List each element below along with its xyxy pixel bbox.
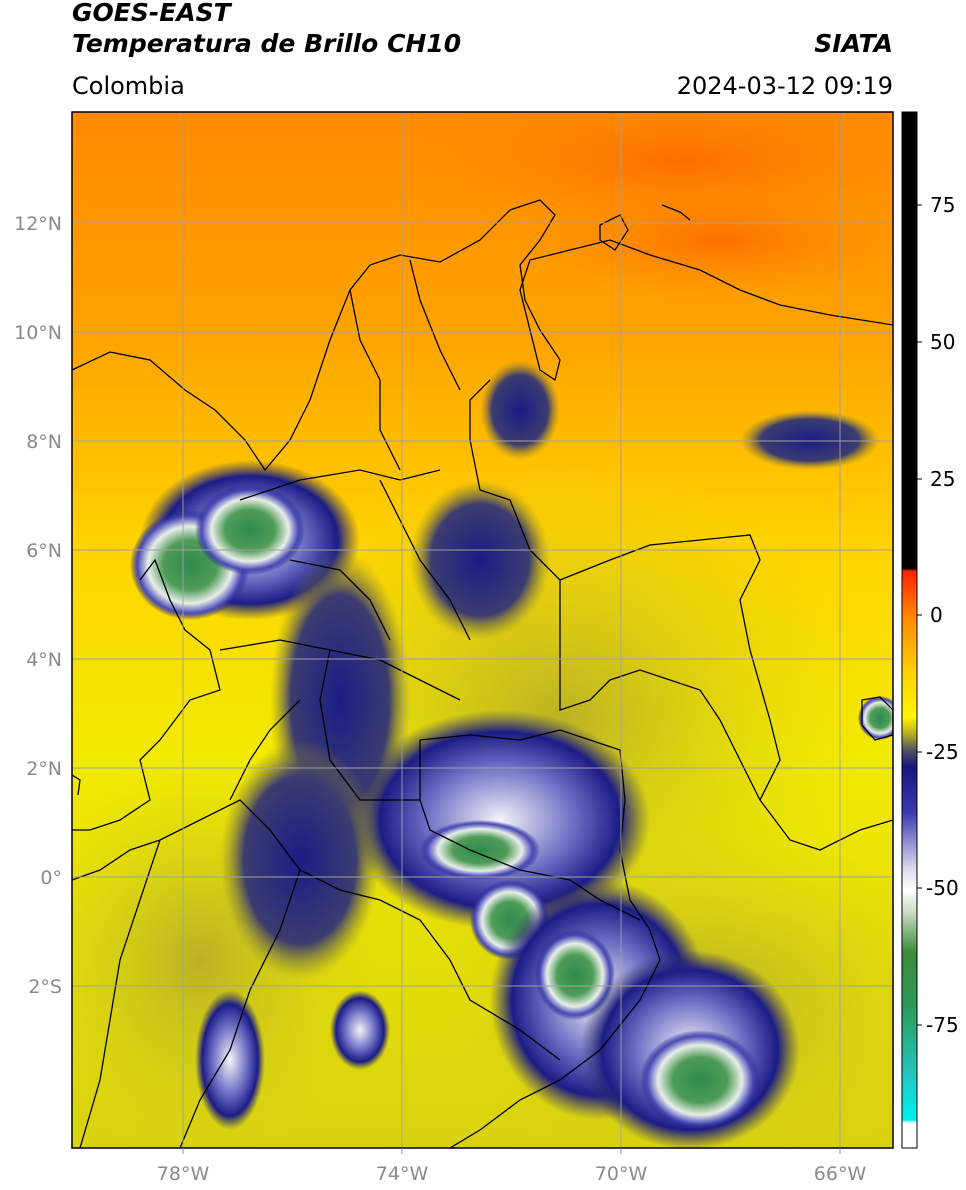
colorbar-ramp: [902, 112, 917, 1148]
lat-label-10n: 10°N: [14, 322, 62, 344]
colorbar-frame: [901, 111, 918, 1149]
colorbar-label-50: 50: [930, 330, 955, 354]
lon-label-66w: 66°W: [814, 1163, 867, 1185]
datetime-label: 2024-03-12 09:19: [676, 72, 893, 100]
graticule: [72, 112, 893, 1148]
lat-label-0: 0°: [40, 867, 62, 889]
lon-axis: 78°W 74°W 70°W 66°W: [157, 1148, 867, 1185]
lat-label-2n: 2°N: [26, 758, 62, 780]
lon-label-74w: 74°W: [376, 1163, 429, 1185]
coastline-borders: [72, 199, 893, 1148]
colorbar-label-minus75: -75: [926, 1013, 959, 1037]
lat-label-8n: 8°N: [26, 431, 62, 453]
colorbar-label-minus25: -25: [926, 740, 959, 764]
lat-axis: 12°N 10°N 8°N 6°N 4°N 2°N 0° 2°S: [14, 213, 62, 998]
lat-label-6n: 6°N: [26, 540, 62, 562]
colorbar-label-75: 75: [930, 193, 955, 217]
map-frame: [71, 111, 894, 1149]
region-label: Colombia: [72, 72, 185, 100]
lon-label-78w: 78°W: [157, 1163, 210, 1185]
lat-label-2s: 2°S: [28, 976, 62, 998]
colorbar: 75 50 25 0 -25 -50 -75: [901, 111, 959, 1149]
colorbar-label-0: 0: [930, 603, 943, 627]
product-title: Temperatura de Brillo CH10: [72, 29, 462, 58]
colorbar-label-25: 25: [930, 467, 955, 491]
colorbar-label-minus50: -50: [926, 876, 959, 900]
satellite-title: GOES-EAST: [72, 0, 231, 27]
lat-label-4n: 4°N: [26, 649, 62, 671]
lon-label-70w: 70°W: [595, 1163, 648, 1185]
org-label: SIATA: [814, 29, 893, 58]
lat-label-12n: 12°N: [14, 213, 62, 235]
satellite-image: [72, 112, 893, 1148]
